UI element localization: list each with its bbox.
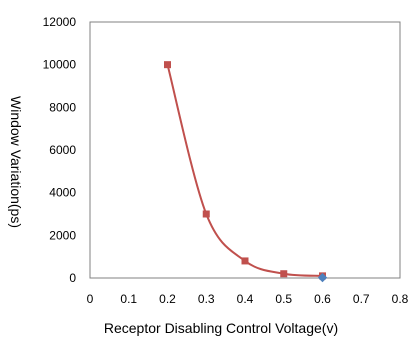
- plot-frame: [89, 21, 401, 279]
- x-tick-label: 0.4: [237, 292, 254, 306]
- x-tick-label: 0.1: [120, 292, 137, 306]
- data-point-diamond: [317, 272, 328, 283]
- x-tick-label: 0.6: [314, 292, 331, 306]
- y-axis-title: Window Variation(ps): [8, 96, 24, 228]
- data-point-square: [164, 61, 171, 69]
- x-tick-label: 0: [87, 292, 94, 306]
- data-point-square: [280, 270, 288, 278]
- x-tick-label: 0.2: [159, 292, 176, 306]
- y-tick-label: 8000: [49, 100, 76, 114]
- x-tick-label: 0.3: [198, 292, 215, 306]
- y-tick-label: 10000: [43, 58, 77, 72]
- x-tick-label: 0.8: [392, 292, 409, 306]
- y-tick-labels: 0 2000 4000 6000 8000 10000 12000: [43, 15, 77, 285]
- series-line: [166, 64, 323, 277]
- x-tick-labels: 0 0.1 0.2 0.3 0.4 0.5 0.6 0.7 0.8: [87, 292, 409, 306]
- series-layer: [164, 61, 328, 283]
- x-axis-title: Receptor Disabling Control Voltage(v): [104, 320, 338, 336]
- y-tick-label: 0: [69, 271, 76, 285]
- y-tick-label: 2000: [49, 228, 76, 242]
- x-tick-label: 0.5: [275, 292, 292, 306]
- data-point-square: [202, 210, 210, 218]
- y-tick-label: 6000: [49, 143, 76, 157]
- y-tick-label: 12000: [43, 15, 77, 29]
- x-tick-label: 0.7: [353, 292, 370, 306]
- data-point-square: [241, 257, 249, 265]
- y-tick-label: 4000: [49, 186, 76, 200]
